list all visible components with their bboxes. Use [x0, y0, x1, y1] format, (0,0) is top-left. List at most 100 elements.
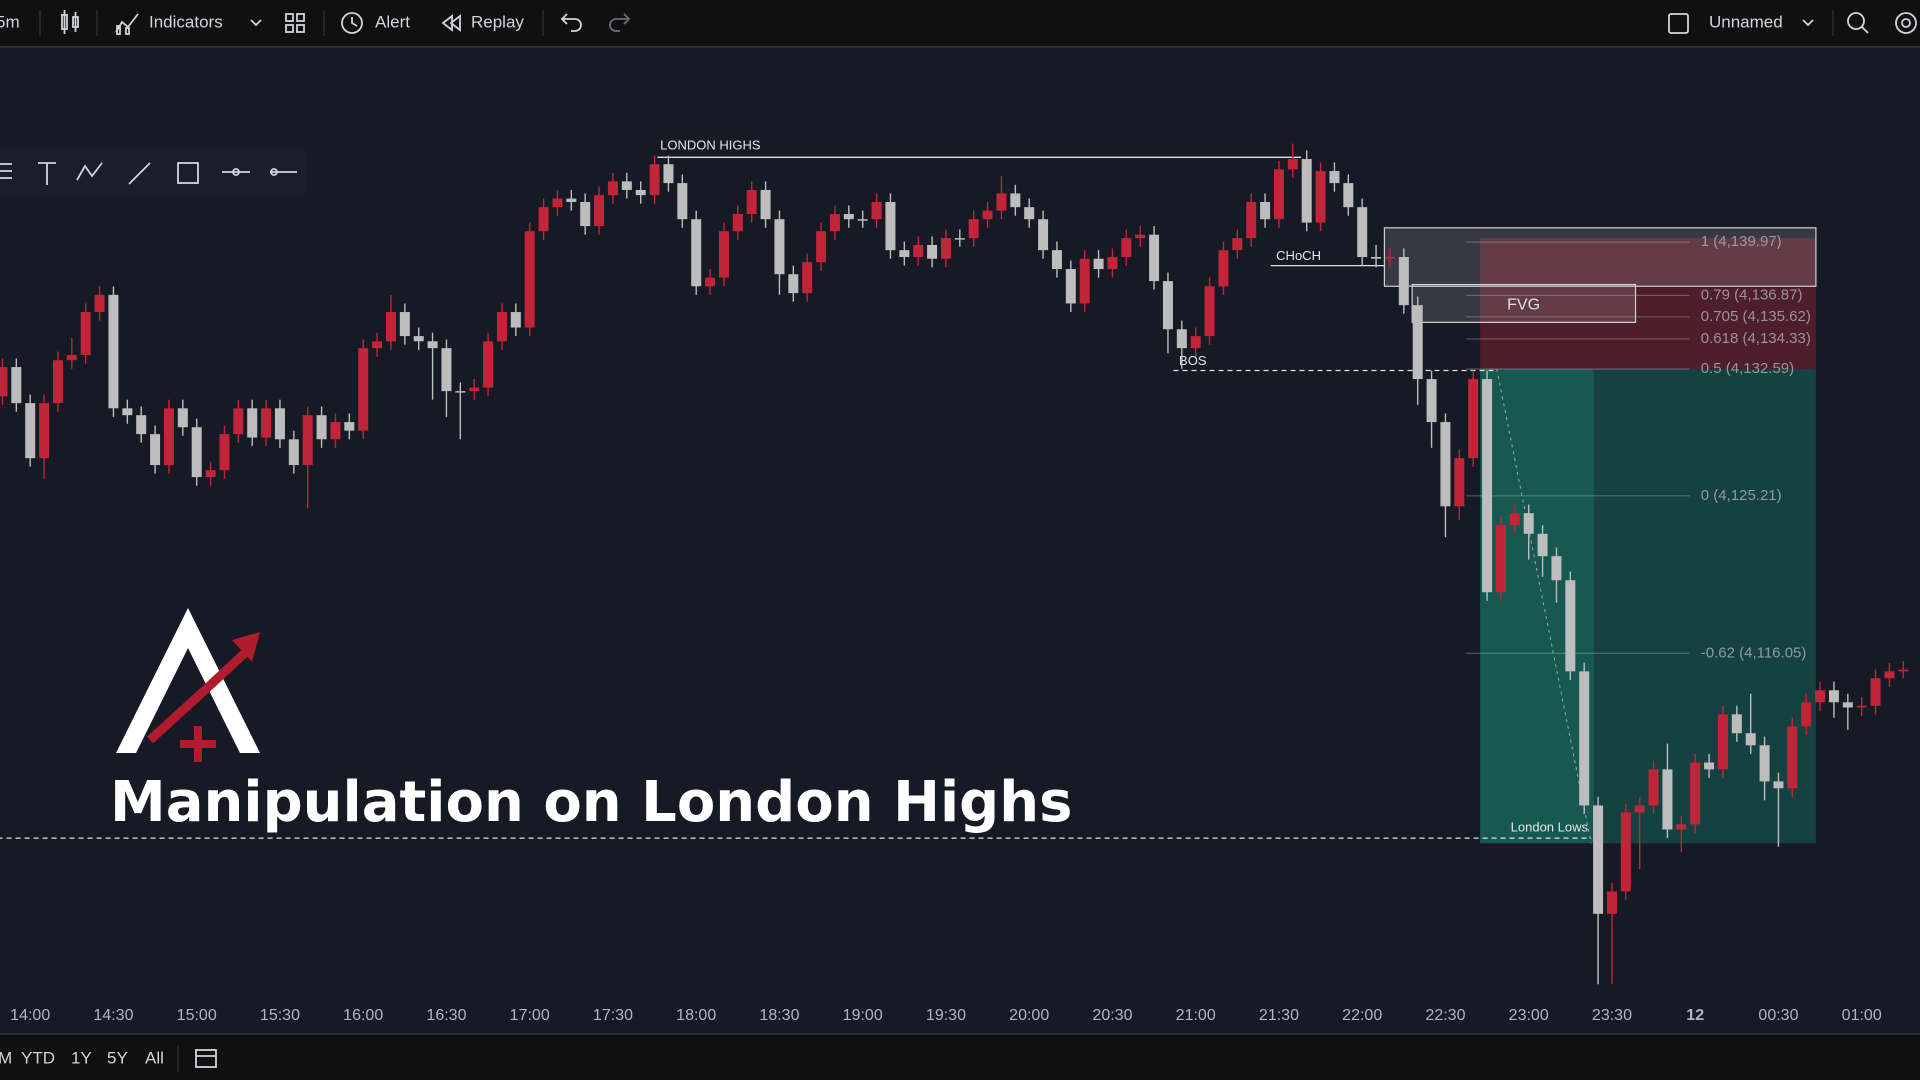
- candle-body: [469, 387, 480, 392]
- indicators-icon[interactable]: [115, 13, 139, 35]
- x-tick-label: 23:30: [1592, 1007, 1632, 1024]
- x-tick-label: 15:30: [260, 1007, 300, 1024]
- x-tick-label: 17:00: [510, 1007, 550, 1024]
- candle-body: [1412, 305, 1423, 380]
- candle-body: [1842, 702, 1853, 708]
- x-tick-label: 14:30: [93, 1007, 133, 1024]
- alert-button[interactable]: Alert: [375, 12, 410, 31]
- fib-label: -0.62 (4,116.05): [1701, 644, 1807, 661]
- candle-body: [607, 181, 618, 196]
- layout-name[interactable]: Unnamed: [1709, 12, 1783, 31]
- drawing-tools[interactable]: [0, 162, 297, 185]
- candle-body: [1273, 169, 1284, 220]
- candle-body: [1468, 379, 1479, 459]
- indicators-button[interactable]: Indicators: [149, 12, 223, 31]
- search-icon[interactable]: [1847, 12, 1869, 34]
- layout-checkbox[interactable]: [1668, 13, 1689, 34]
- candle-body: [1107, 257, 1118, 270]
- range-button[interactable]: M: [0, 1048, 12, 1067]
- candle-body: [774, 219, 785, 275]
- candle-body: [1065, 269, 1076, 304]
- zone-box: [1383, 227, 1817, 287]
- candle-body: [857, 219, 868, 221]
- candle-body: [843, 214, 854, 220]
- x-tick-label: 16:30: [426, 1007, 466, 1024]
- undo-button[interactable]: [560, 13, 582, 32]
- range-button[interactable]: 5Y: [107, 1048, 128, 1067]
- candle-body: [1870, 678, 1881, 706]
- candle-body: [1606, 891, 1617, 914]
- x-tick-label: 20:00: [1009, 1007, 1049, 1024]
- candle-body: [732, 214, 743, 232]
- candle-body: [718, 231, 729, 278]
- candle-body: [302, 415, 313, 466]
- candle-body: [1815, 690, 1826, 703]
- candle-body: [538, 207, 549, 232]
- interval-button[interactable]: 5m: [0, 12, 20, 31]
- candle-body: [1745, 733, 1756, 746]
- replay-icon[interactable]: [441, 14, 461, 32]
- range-bar: [0, 1035, 1920, 1080]
- candle-body: [885, 202, 896, 251]
- candle-body: [552, 198, 563, 208]
- level-label: CHoCH: [1276, 248, 1321, 263]
- candle-body: [316, 415, 327, 440]
- candle-body: [1801, 702, 1812, 727]
- candle-body: [510, 312, 521, 328]
- candle-body: [1162, 281, 1173, 330]
- settings-icon[interactable]: [1895, 12, 1917, 34]
- candle-body: [427, 341, 438, 349]
- candle-body: [1010, 193, 1021, 208]
- replay-button[interactable]: Replay: [471, 12, 524, 31]
- candle-body: [1579, 671, 1590, 806]
- dropdown-icon[interactable]: [250, 19, 262, 27]
- range-button[interactable]: 1Y: [71, 1048, 92, 1067]
- goto-date-button[interactable]: [195, 1049, 217, 1068]
- range-button[interactable]: YTD: [21, 1048, 55, 1067]
- candle-body: [94, 294, 105, 313]
- x-tick-label: 01:00: [1842, 1007, 1882, 1024]
- candle-body: [1690, 762, 1701, 825]
- level-label: London Lows: [1511, 820, 1589, 835]
- candle-body: [1287, 159, 1298, 170]
- candle-body: [996, 193, 1007, 211]
- range-button[interactable]: All: [145, 1048, 164, 1067]
- candle-body: [52, 360, 63, 404]
- candle-body: [1426, 379, 1437, 423]
- candle-body: [1593, 805, 1604, 914]
- x-tick-label: 17:30: [593, 1007, 633, 1024]
- candle-body: [1440, 422, 1451, 507]
- candle-body: [1648, 769, 1659, 806]
- dropdown-icon[interactable]: [1802, 19, 1814, 27]
- candle-body: [1828, 690, 1839, 703]
- candle-body: [760, 189, 771, 220]
- candle-body: [1079, 258, 1090, 304]
- candle-body: [1149, 234, 1160, 282]
- alert-icon[interactable]: [341, 12, 363, 34]
- candle-body: [677, 183, 688, 220]
- candle-body: [927, 244, 938, 259]
- redo-button[interactable]: [609, 13, 631, 32]
- candle-body: [968, 219, 979, 239]
- candle-body: [1787, 726, 1798, 789]
- x-tick-label: 00:30: [1758, 1007, 1798, 1024]
- candle-body: [1509, 513, 1520, 526]
- candle-body: [871, 202, 882, 220]
- candle-body: [1482, 379, 1493, 593]
- candle-body: [330, 422, 341, 440]
- candle-body: [1551, 556, 1562, 581]
- plot-area: FVG 1 (4,139.97) 0.79 (4,136.87) 0.705 (4,1…: [0, 138, 1909, 1024]
- candle-body: [1371, 257, 1382, 259]
- candle-body: [1260, 202, 1271, 220]
- candle-body: [247, 408, 258, 438]
- candle-body: [594, 195, 605, 227]
- candle-body: [66, 355, 77, 361]
- candle-body: [413, 336, 424, 342]
- candle-body: [1301, 159, 1312, 223]
- drawing-toolbar: [0, 147, 306, 196]
- templates-icon[interactable]: [285, 13, 305, 33]
- candle-body: [649, 164, 660, 196]
- chart-type-icon[interactable]: [61, 10, 79, 34]
- x-tick-label: 20:30: [1092, 1007, 1132, 1024]
